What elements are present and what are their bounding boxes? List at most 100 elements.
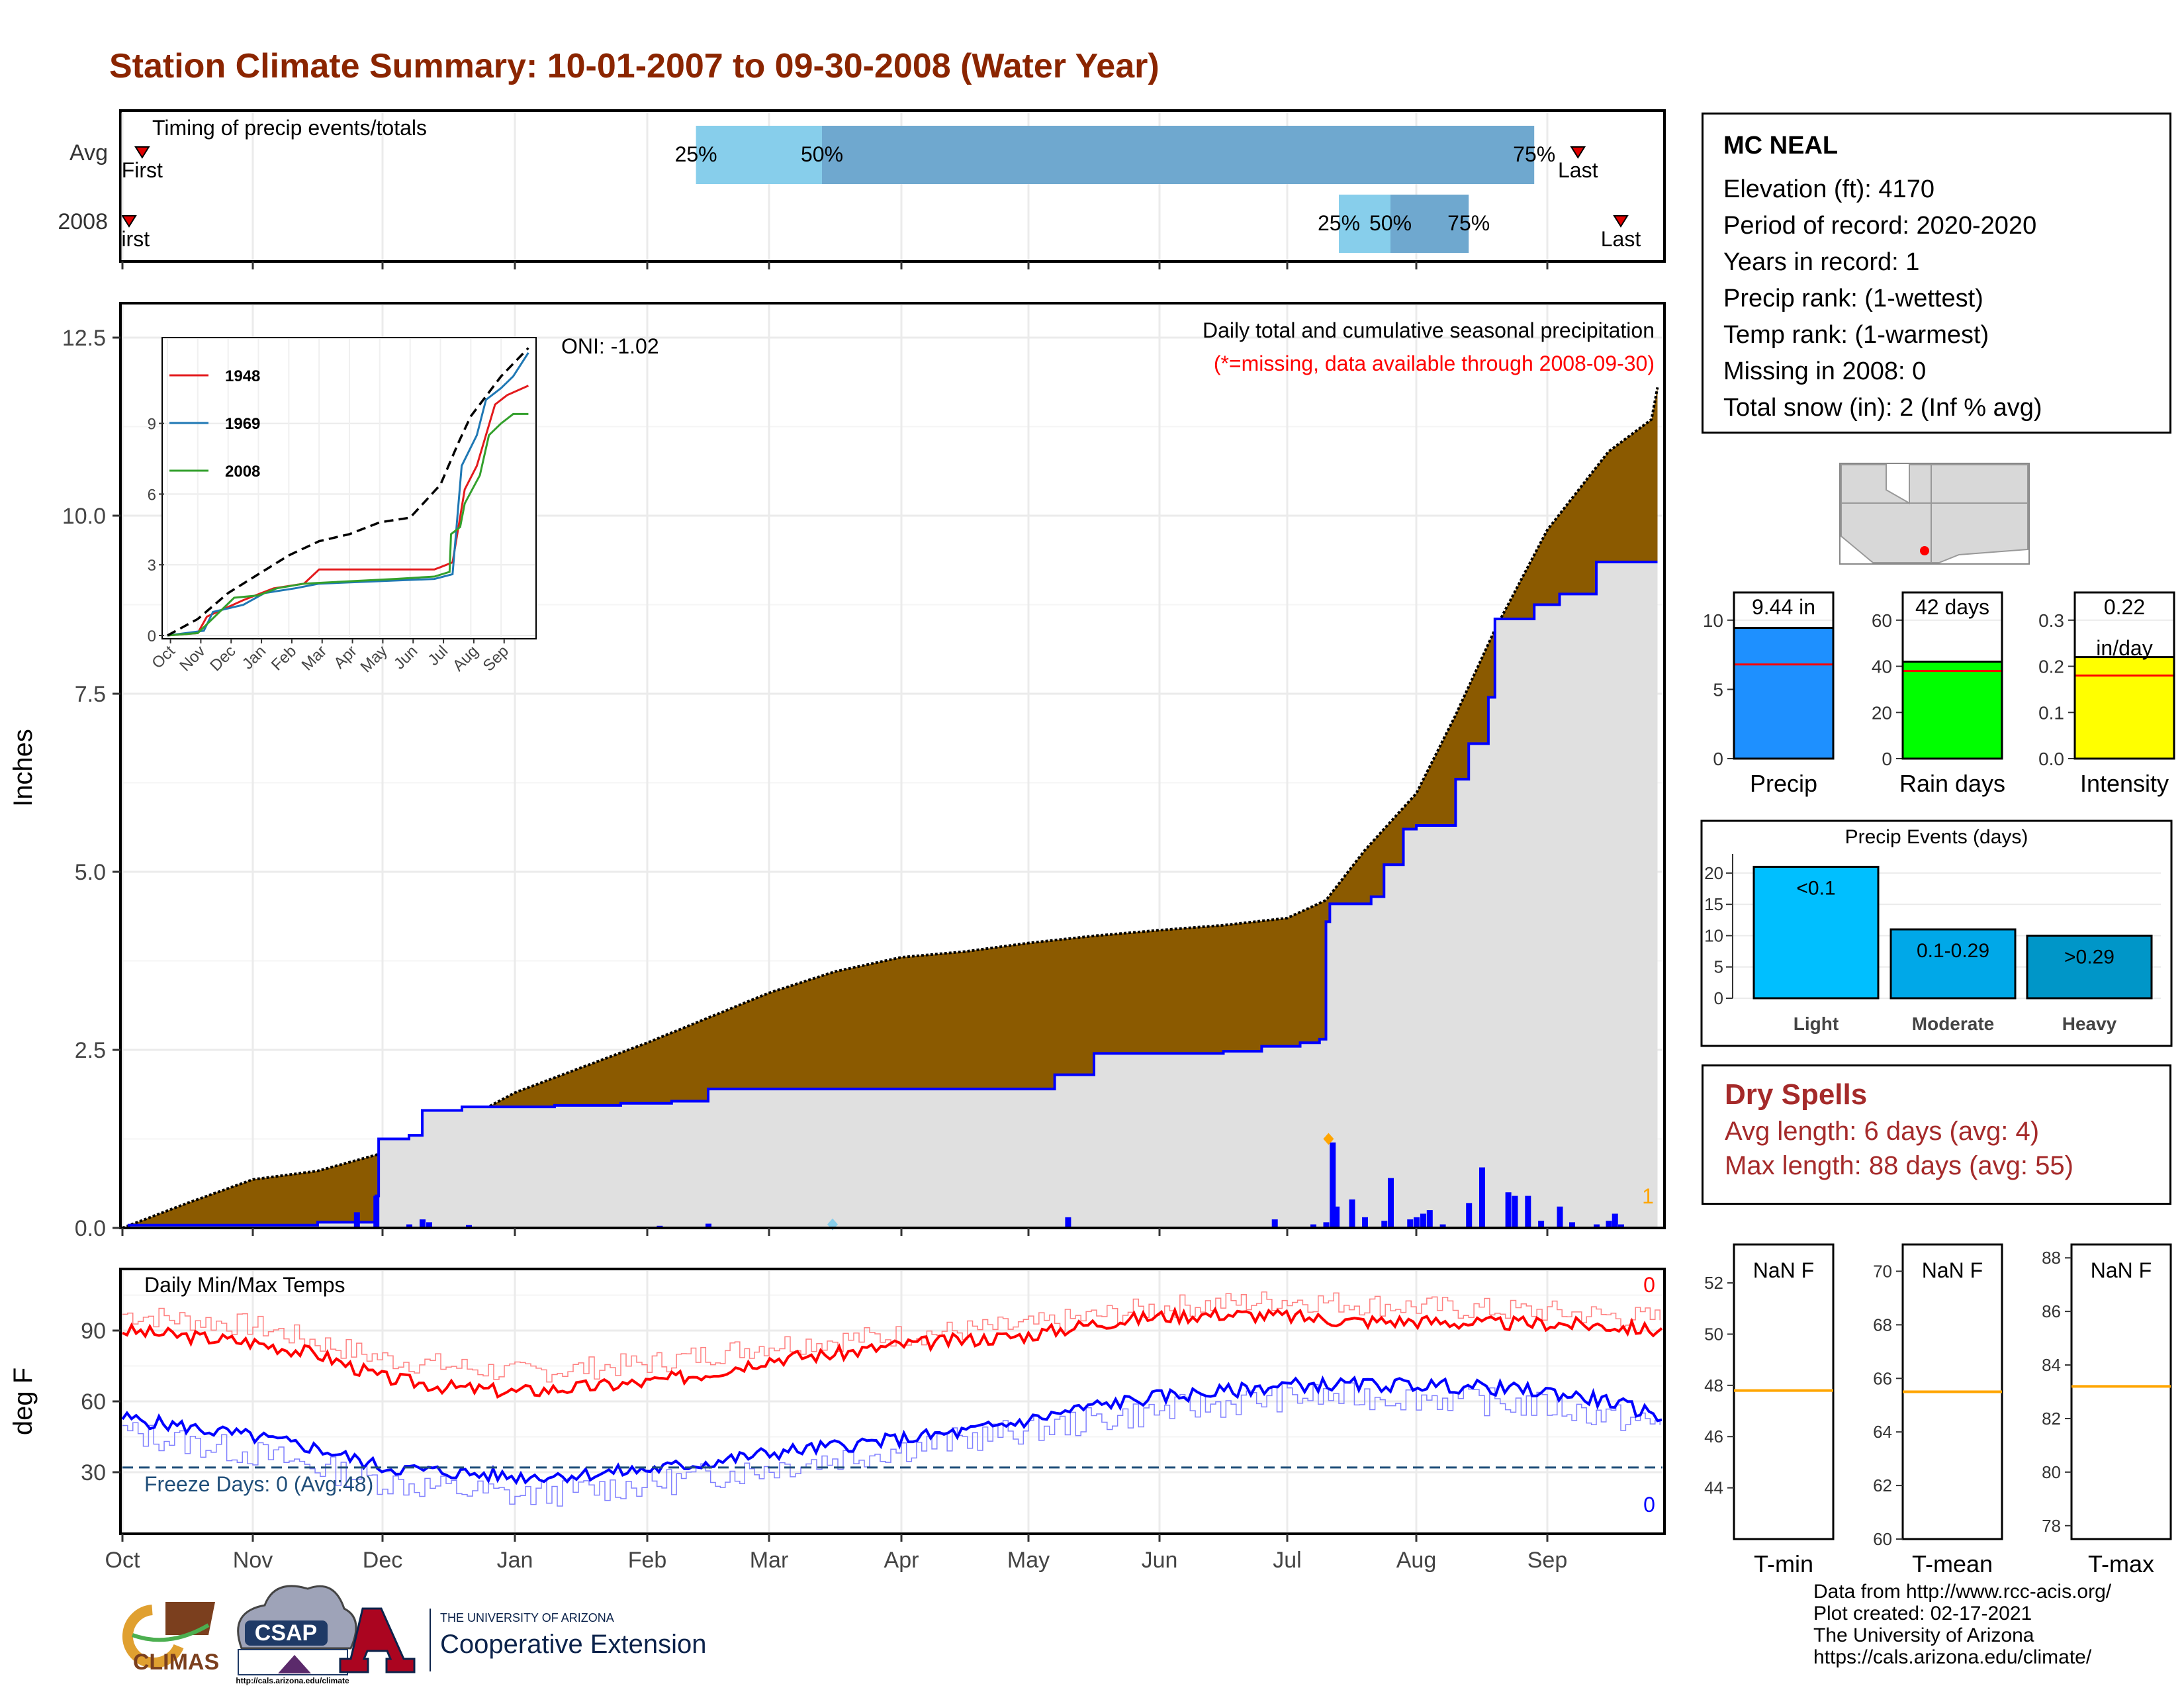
- daily-precip-bar: [1618, 1224, 1624, 1228]
- station-elevation: Elevation (ft): 4170: [1723, 175, 1934, 203]
- summary-bar-precip: [1733, 627, 1835, 760]
- precip-ytick-label: 5.0: [75, 860, 106, 885]
- station-missing: Missing in 2008: 0: [1723, 357, 1927, 385]
- daily-precip-bar: [1362, 1217, 1368, 1228]
- csap-url: http://cals.arizona.edu/climate: [236, 1676, 349, 1685]
- station-map: [1839, 463, 2030, 565]
- temp-box-ytick-label: 86: [2042, 1301, 2061, 1321]
- precip-annotation: Daily total and cumulative seasonal prec…: [1203, 318, 1655, 342]
- tmin-record-line: [122, 1382, 1661, 1507]
- temp-box-ytick-label: 80: [2042, 1462, 2061, 1482]
- month-label: Feb: [628, 1548, 667, 1573]
- summary-bar-label: Precip: [1750, 770, 1817, 797]
- climas-logo: CLIMAS: [122, 1602, 219, 1675]
- summary-ytick-label: 5: [1713, 679, 1723, 700]
- ua-big-text: Cooperative Extension: [440, 1630, 706, 1659]
- timing-bar-50-75: [1390, 195, 1469, 253]
- temp-box-ytick-label: 46: [1704, 1427, 1723, 1446]
- station-total-snow: Total snow (in): 2 (Inf % avg): [1723, 394, 2042, 422]
- daily-precip-bar: [420, 1219, 426, 1228]
- timing-last-marker: [1613, 215, 1629, 228]
- temp-box-ytick-label: 70: [1873, 1261, 1892, 1281]
- precip-ytick-label: 7.5: [75, 682, 106, 707]
- summary-bar-frame: [1901, 591, 2003, 760]
- temp-box-ytick-label: 68: [1873, 1315, 1892, 1335]
- station-period: Period of record: 2020-2020: [1723, 212, 2037, 240]
- inset-legend-label: 2008: [225, 463, 260, 481]
- corner-count: 1: [1642, 1184, 1654, 1208]
- summary-ytick-label: 60: [1872, 610, 1892, 631]
- timing-title: Timing of precip events/totals: [152, 116, 427, 140]
- temp-ytick-label: 30: [81, 1460, 106, 1485]
- daily-precip-bar: [406, 1224, 412, 1228]
- month-label: Nov: [233, 1548, 273, 1573]
- oni-value: ONI: -1.02: [561, 334, 659, 358]
- temp-box-label: T-min: [1754, 1550, 1813, 1577]
- inset-avg-line: [167, 347, 529, 637]
- summary-top-label-unit: in/day: [2096, 636, 2152, 660]
- cum-current-area: [122, 561, 1658, 1228]
- dry-spells-avg: Avg length: 6 days (avg: 4): [1725, 1117, 2040, 1146]
- events-range-label: <0.1: [1796, 877, 1835, 899]
- summary-bars: 0 5 10 9.44 in Precip 0 20 40 60 42 days Rain days…: [1703, 591, 2175, 797]
- timing-first-marker: [122, 215, 137, 228]
- precip-ytick-label: 0.0: [75, 1216, 106, 1241]
- summary-ytick-label: 0.3: [2038, 610, 2064, 631]
- events-ytick-label: 5: [1714, 957, 1723, 977]
- month-label: Jan: [497, 1548, 533, 1573]
- daily-precip-bar: [373, 1196, 380, 1228]
- temp-boxes: 44 46 48 50 52 NaN F T-min 60 62 64 66 68 70 NaN F T-m…: [1704, 1243, 2172, 1577]
- summary-bar-frame: [2073, 591, 2175, 760]
- temp-box-ytick-label: 44: [1704, 1478, 1723, 1498]
- tmin-count: 0: [1643, 1493, 1655, 1517]
- month-label: Jun: [1142, 1548, 1178, 1573]
- summary-top-label: 0.22: [2104, 595, 2145, 619]
- month-label: Dec: [363, 1548, 402, 1573]
- inset-ytick-label: 6: [148, 486, 156, 504]
- temp-box-frame: [2070, 1243, 2172, 1540]
- daily-precip-bar: [1330, 1142, 1336, 1228]
- summary-ytick-label: 40: [1872, 657, 1892, 677]
- temp-box-ytick-label: 66: [1873, 1368, 1892, 1388]
- timing-first-marker: [134, 146, 150, 159]
- temp-box-ytick-label: 78: [2042, 1516, 2061, 1536]
- station-temp-rank: Temp rank: (1-warmest): [1723, 321, 1989, 349]
- freeze-days-label: Freeze Days: 0 (Avg:48): [144, 1472, 373, 1496]
- inset-ytick-label: 0: [148, 628, 156, 645]
- temp-box-value: NaN F: [1753, 1258, 1814, 1282]
- snow-marker: [1323, 1133, 1334, 1145]
- daily-precip-bar: [1414, 1217, 1420, 1228]
- temp-title: Daily Min/Max Temps: [144, 1273, 345, 1297]
- credit-url: https://cals.arizona.edu/climate/: [1813, 1646, 2092, 1668]
- summary-top-label: 42 days: [1915, 595, 1989, 619]
- tmax-count: 0: [1643, 1273, 1655, 1297]
- events-range-label: >0.29: [2064, 946, 2115, 968]
- dry-spells-max: Max length: 88 days (avg: 55): [1725, 1151, 2073, 1180]
- summary-ytick-label: 0.2: [2038, 657, 2064, 677]
- events-category-label: Heavy: [2062, 1013, 2117, 1034]
- month-label: Aug: [1396, 1548, 1437, 1573]
- events-category-label: Light: [1794, 1013, 1839, 1034]
- tmax-line: [122, 1306, 1663, 1399]
- temp-box-value: NaN F: [2091, 1258, 2152, 1282]
- temp-box-ytick-label: 60: [1873, 1529, 1892, 1549]
- temp-box-ytick-label: 48: [1704, 1376, 1723, 1395]
- station-years: Years in record: 1: [1723, 248, 1920, 276]
- summary-ytick-label: 10: [1703, 610, 1723, 631]
- daily-precip-bar: [1525, 1196, 1531, 1228]
- timing-last-marker: [1570, 146, 1586, 159]
- ua-logo: THE UNIVERSITY OF ARIZONA Cooperative Ex…: [339, 1607, 706, 1673]
- timing-row-avg-label: Avg: [69, 140, 108, 165]
- timing-percent-label: 25%: [675, 142, 717, 166]
- tmax-record-line: [122, 1291, 1661, 1383]
- events-bar-heavy: [2026, 934, 2153, 1000]
- daily-precip-bar: [1612, 1213, 1618, 1228]
- timing-first-label: First: [122, 158, 163, 182]
- events-range-label: 0.1-0.29: [1917, 940, 1989, 962]
- events-ytick-label: 15: [1704, 894, 1723, 914]
- dry-spells-title: Dry Spells: [1725, 1078, 1868, 1111]
- missing-note: (*=missing, data available through 2008-…: [1214, 352, 1655, 375]
- inset-ytick-label: 9: [148, 416, 156, 434]
